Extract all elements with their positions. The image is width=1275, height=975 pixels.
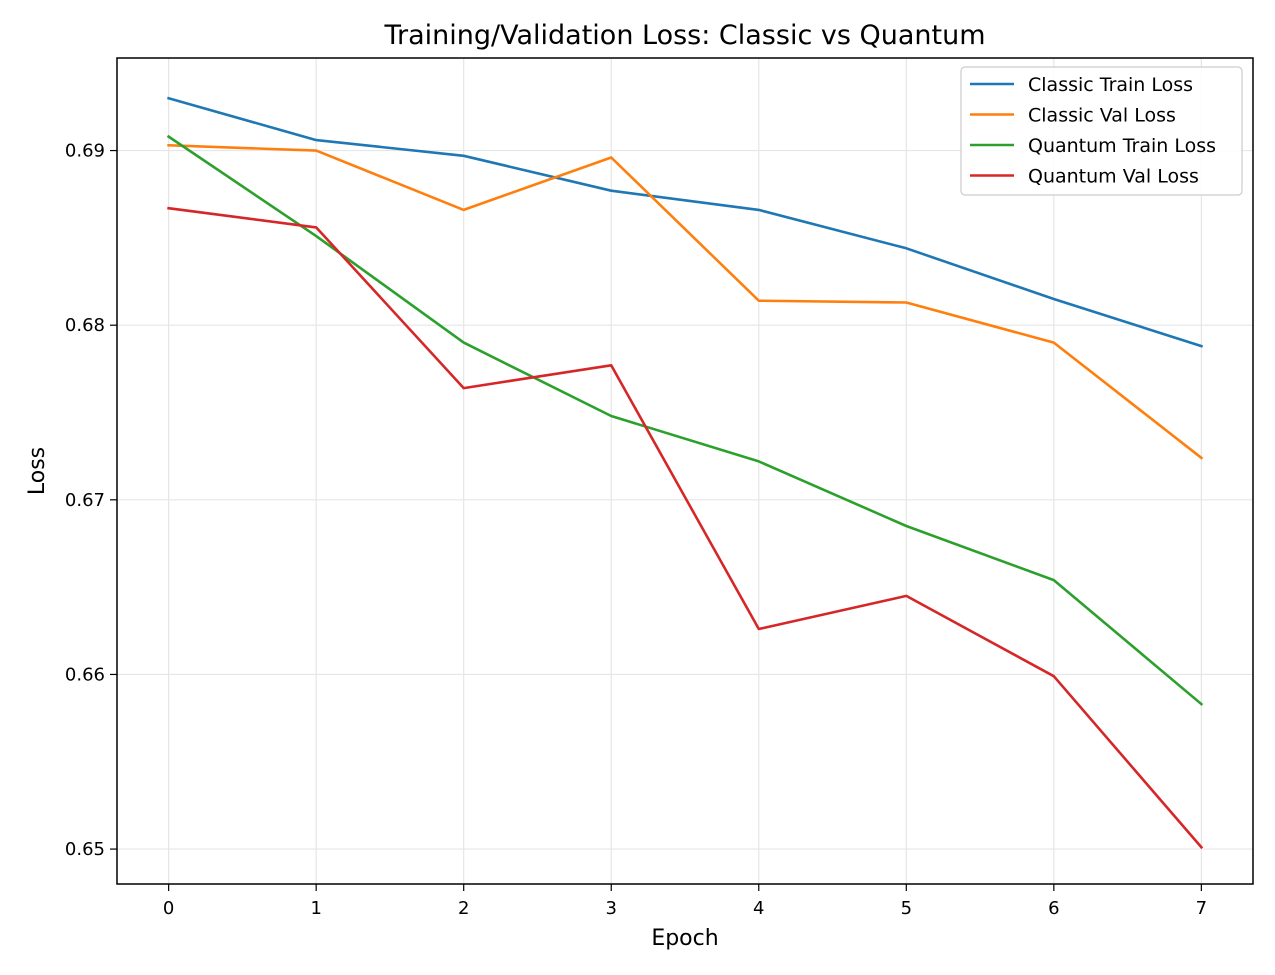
x-tick-label: 1 — [310, 898, 321, 919]
x-tick-label: 7 — [1196, 898, 1207, 919]
legend-label-quantum-val-loss: Quantum Val Loss — [1028, 166, 1199, 188]
axis-ticks: 0 1 2 3 4 5 6 7 0.65 0.66 0.67 0.68 0.69 — [65, 141, 1207, 919]
series-line-quantum-train-loss — [166, 134, 1204, 706]
legend-label-classic-val-loss: Classic Val Loss — [1028, 105, 1176, 127]
x-tick-label: 2 — [458, 898, 469, 919]
legend-label-classic-train-loss: Classic Train Loss — [1028, 74, 1193, 96]
y-axis-label: Loss — [25, 447, 50, 495]
legend-label-quantum-train-loss: Quantum Train Loss — [1028, 135, 1216, 157]
legend-box — [960, 66, 1243, 196]
series-lines — [166, 96, 1204, 850]
x-tick-label: 4 — [753, 898, 764, 919]
series-line-classic-train-loss — [166, 96, 1204, 348]
x-tick-label: 0 — [163, 898, 174, 919]
plot-area — [116, 57, 1254, 885]
chart-title: Training/Validation Loss: Classic vs Qua… — [383, 20, 985, 51]
y-tick-label: 0.66 — [65, 664, 105, 685]
x-tick-label: 6 — [1048, 898, 1059, 919]
x-axis-label: Epoch — [651, 926, 718, 951]
y-tick-label: 0.65 — [65, 839, 105, 860]
legend: Classic Train Loss Classic Val Loss Quantu… — [960, 66, 1243, 196]
series-line-quantum-val-loss — [167, 206, 1204, 850]
y-tick-label: 0.69 — [65, 141, 105, 162]
x-tick-label: 5 — [901, 898, 912, 919]
y-tick-label: 0.67 — [65, 490, 105, 511]
y-tick-label: 0.68 — [65, 315, 105, 336]
x-tick-label: 3 — [606, 898, 617, 919]
series-line-classic-val-loss — [167, 143, 1204, 460]
